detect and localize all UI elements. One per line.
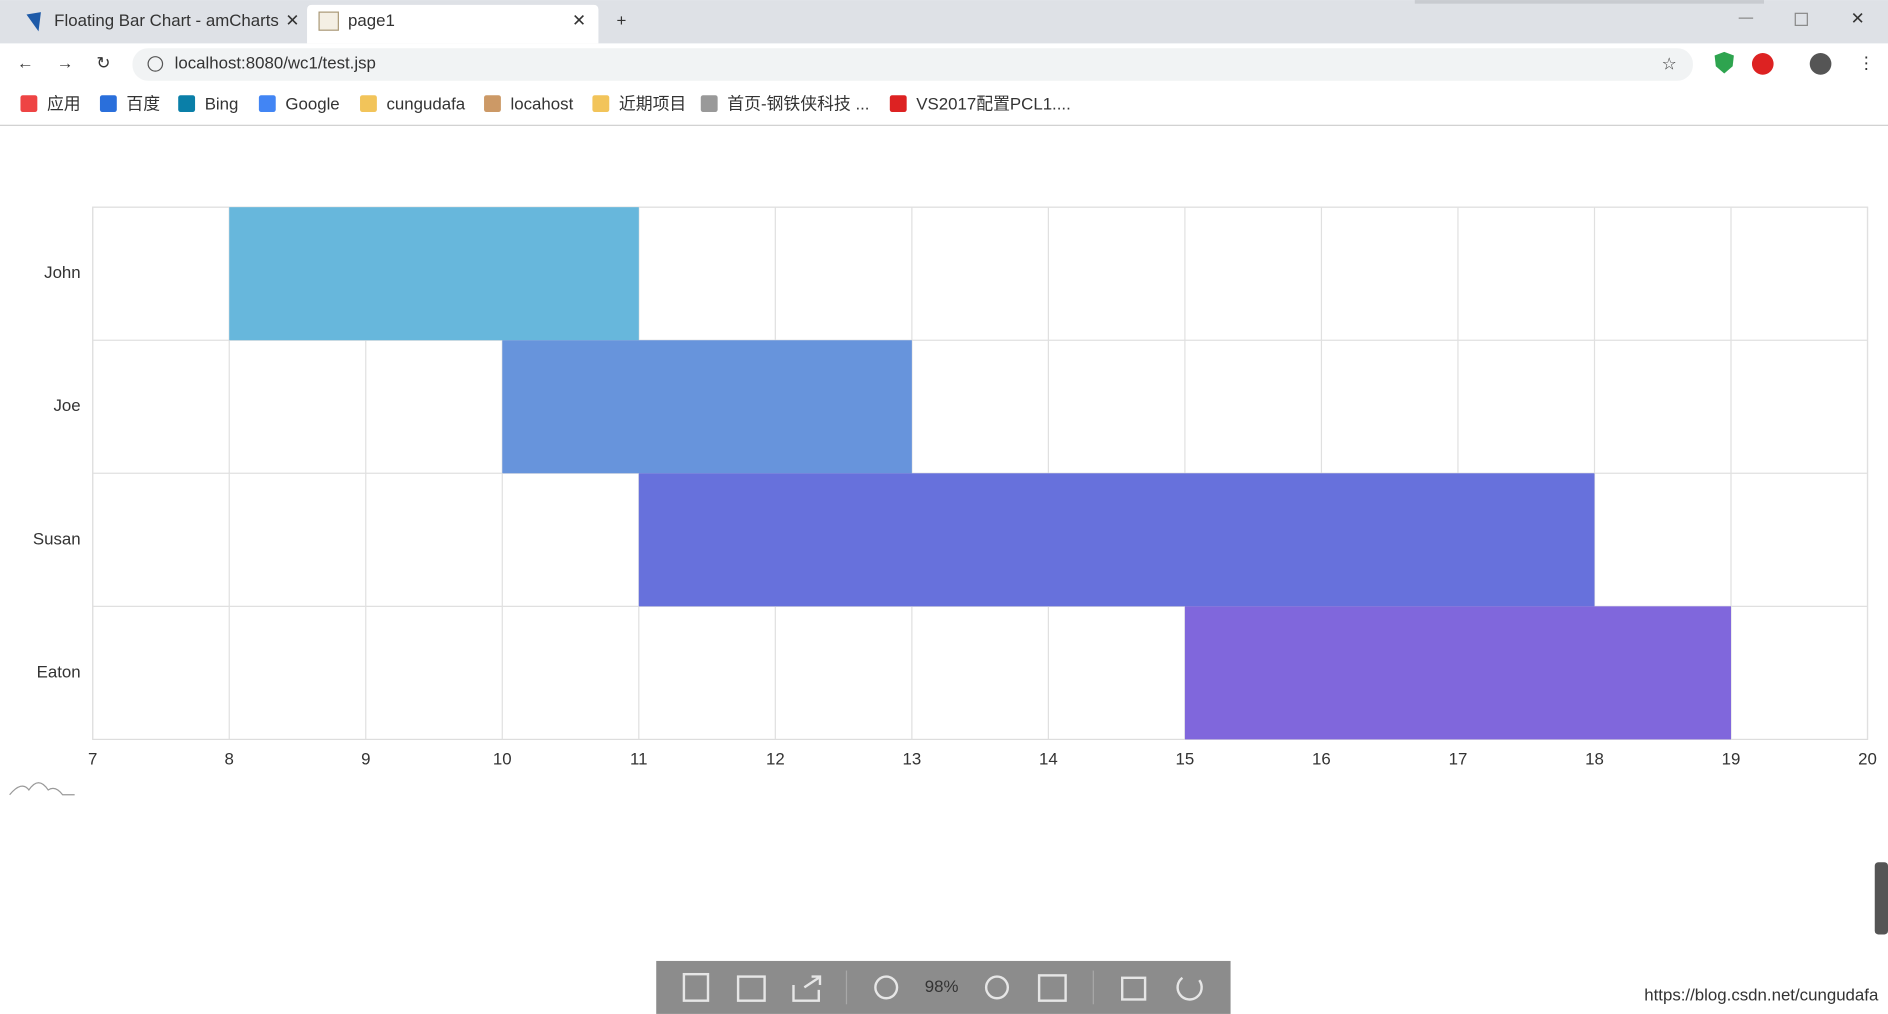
x-tick-label: 10	[493, 749, 512, 768]
bookmark[interactable]: 百度	[126, 94, 160, 113]
tab-strip-edge	[1414, 0, 1764, 4]
bookmark-icon	[889, 95, 907, 113]
save-icon[interactable]	[682, 972, 710, 1002]
url[interactable]: localhost:8080/wc1/test.jsp	[175, 53, 376, 72]
tab-close[interactable]: ✕	[285, 11, 299, 30]
bookmark-icon	[20, 95, 38, 113]
bookmarks-bar: 应用 百度 Bing Google cungudafa locahost 近期项目 首页-钢铁…	[20, 94, 1071, 113]
amcharts-logo	[9, 782, 75, 796]
y-tick-label: Eaton	[37, 662, 81, 681]
bookmark[interactable]: Bing	[205, 94, 239, 113]
zoom-level: 98%	[925, 977, 959, 996]
bar	[1184, 606, 1732, 740]
x-tick-label: 18	[1585, 749, 1604, 768]
actual-size[interactable]	[1037, 974, 1067, 1002]
y-tick-label: Joe	[54, 396, 81, 415]
fit-icon[interactable]	[736, 975, 766, 1002]
x-tick-label: 14	[1039, 749, 1058, 768]
bookmark[interactable]: VS2017配置PCL1....	[916, 94, 1070, 113]
bookmark-icon	[99, 95, 117, 113]
watermark: https://blog.csdn.net/cungudafa	[1644, 985, 1879, 1004]
x-tick-label: 12	[766, 749, 785, 768]
bookmark-icon	[484, 95, 501, 113]
bookmark[interactable]: Google	[285, 94, 339, 113]
address-bar[interactable]	[132, 48, 1693, 81]
x-tick-label: 16	[1312, 749, 1331, 768]
share-icon[interactable]	[792, 975, 822, 1002]
y-tick-label: Susan	[33, 529, 81, 548]
page-icon	[318, 11, 339, 31]
fullscreen[interactable]	[1121, 976, 1147, 1001]
bookmark-icon	[700, 95, 718, 113]
bar	[638, 473, 1595, 607]
bookmark-icon	[258, 95, 276, 113]
bookmark-icon	[178, 95, 196, 113]
close-window[interactable]: ✕	[1851, 9, 1865, 28]
side-handle	[1874, 862, 1888, 935]
bar	[502, 340, 912, 474]
chart: 7 8 9 10 11 12 13 14 15 16 17 18 19 20 John Joe Susan Eat…	[33, 206, 1877, 768]
bookmark[interactable]: locahost	[511, 94, 574, 113]
bookmark-star[interactable]: ☆	[1662, 55, 1677, 74]
back[interactable]: ←	[17, 53, 34, 72]
forward[interactable]: →	[57, 53, 74, 72]
active-tab[interactable]	[307, 4, 599, 44]
reload[interactable]: ↻	[96, 53, 110, 72]
info-icon[interactable]	[147, 56, 164, 72]
x-tick-label: 17	[1449, 749, 1468, 768]
x-tick-label: 8	[225, 749, 234, 768]
new-tab[interactable]: +	[616, 11, 626, 30]
menu[interactable]: ⋮	[1858, 53, 1875, 72]
x-tick-label: 13	[902, 749, 921, 768]
x-tick-label: 9	[361, 749, 370, 768]
zoom-out[interactable]	[874, 975, 899, 1000]
extension-icon[interactable]	[1714, 51, 1734, 74]
x-tick-label: 19	[1722, 749, 1741, 768]
amcharts-icon	[26, 12, 41, 32]
bookmark[interactable]: 近期项目	[619, 94, 686, 113]
bookmark[interactable]: 首页-钢铁侠科技 ...	[727, 94, 869, 113]
rotate[interactable]	[1176, 976, 1203, 1001]
bookmark[interactable]: 应用	[47, 94, 81, 113]
x-tick-label: 20	[1858, 749, 1877, 768]
tab-title[interactable]: Floating Bar Chart - amCharts	[54, 11, 279, 30]
viewer-toolbar	[656, 960, 1231, 1014]
bookmark-icon	[360, 95, 377, 113]
adblock-icon[interactable]	[1751, 53, 1774, 75]
tab-strip	[0, 0, 1888, 44]
bar	[229, 207, 639, 341]
tab-title[interactable]: page1	[348, 11, 395, 30]
bookmark-icon	[592, 95, 610, 113]
restore[interactable]	[1794, 12, 1808, 26]
x-tick-label: 7	[88, 749, 97, 768]
x-tick-label: 15	[1176, 749, 1195, 768]
bookmark[interactable]: cungudafa	[387, 94, 466, 113]
tab-close[interactable]: ✕	[572, 11, 586, 30]
y-tick-label: John	[44, 263, 81, 282]
profile-icon[interactable]	[1809, 53, 1832, 75]
x-tick-label: 11	[630, 749, 648, 768]
zoom-in[interactable]	[984, 975, 1010, 1000]
